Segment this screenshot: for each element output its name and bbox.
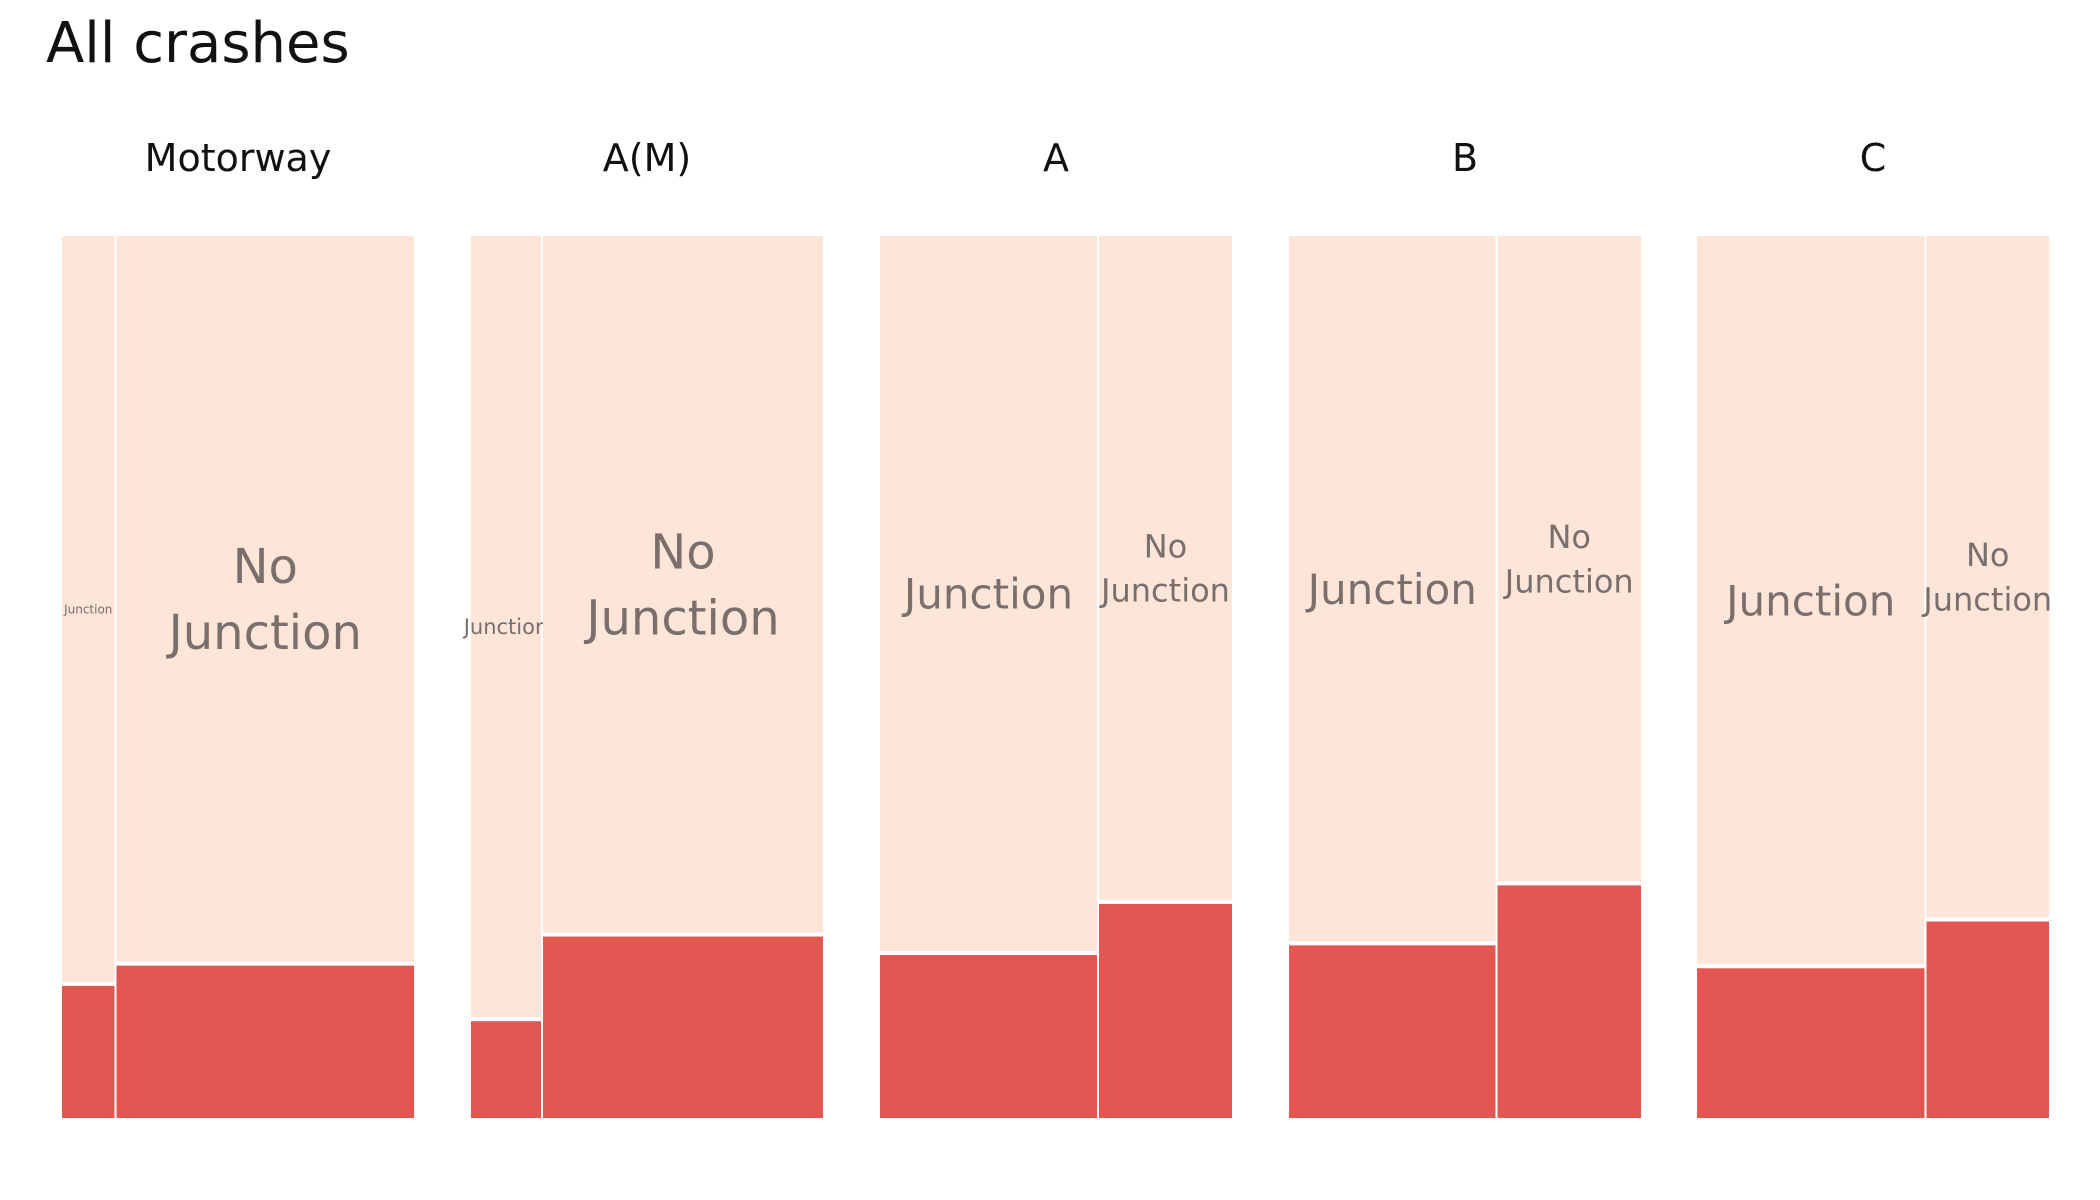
panel-title: C	[1860, 136, 1887, 180]
panels: Motorway Junction No Junction A(M) Junction No…	[62, 136, 2052, 1118]
lower-cell	[116, 965, 414, 1118]
panel-4: B Junction No Junction	[1289, 136, 1641, 1118]
upper-cell	[62, 236, 115, 982]
upper-cell	[543, 236, 823, 933]
upper-cell	[116, 236, 414, 962]
cell-label: Junction	[1305, 565, 1477, 614]
cell-label: Junction	[1723, 576, 1895, 625]
panel-1: Motorway Junction No Junction	[62, 136, 414, 1118]
panel-3: A Junction No Junction	[880, 136, 1232, 1118]
upper-cell	[1289, 236, 1496, 942]
panel-title: Motorway	[145, 136, 332, 180]
panel-2: A(M) Junction No Junction	[462, 136, 823, 1118]
upper-cell	[1099, 236, 1232, 900]
upper-cell	[1497, 236, 1641, 882]
lower-cell	[1289, 945, 1496, 1118]
lower-cell	[471, 1021, 541, 1118]
lower-cell	[880, 955, 1097, 1118]
lower-cell	[543, 936, 823, 1118]
panel-title: A	[1043, 136, 1069, 180]
lower-cell	[62, 985, 115, 1118]
cell-label: No Junction	[166, 539, 362, 661]
cell-label: Junction	[901, 570, 1073, 619]
chart-title: All crashes	[46, 11, 350, 76]
panel-5: C Junction No Junction	[1697, 136, 2052, 1118]
cell-label: No Junction	[1099, 527, 1230, 609]
panel-title: A(M)	[603, 136, 691, 180]
cell-label: Junction	[462, 615, 549, 639]
upper-cell	[471, 236, 541, 1018]
lower-cell	[1099, 903, 1232, 1118]
upper-cell	[1926, 236, 2049, 918]
cell-label: Junction	[63, 602, 112, 616]
cell-label: No Junction	[1921, 536, 2052, 618]
upper-cell	[880, 236, 1097, 952]
panel-title: B	[1452, 136, 1478, 180]
upper-cell	[1697, 236, 1925, 965]
cell-label: No Junction	[1503, 518, 1634, 600]
lower-cell	[1497, 885, 1641, 1118]
lower-cell	[1926, 921, 2049, 1118]
cell-label: No Junction	[583, 524, 779, 646]
lower-cell	[1697, 968, 1925, 1118]
